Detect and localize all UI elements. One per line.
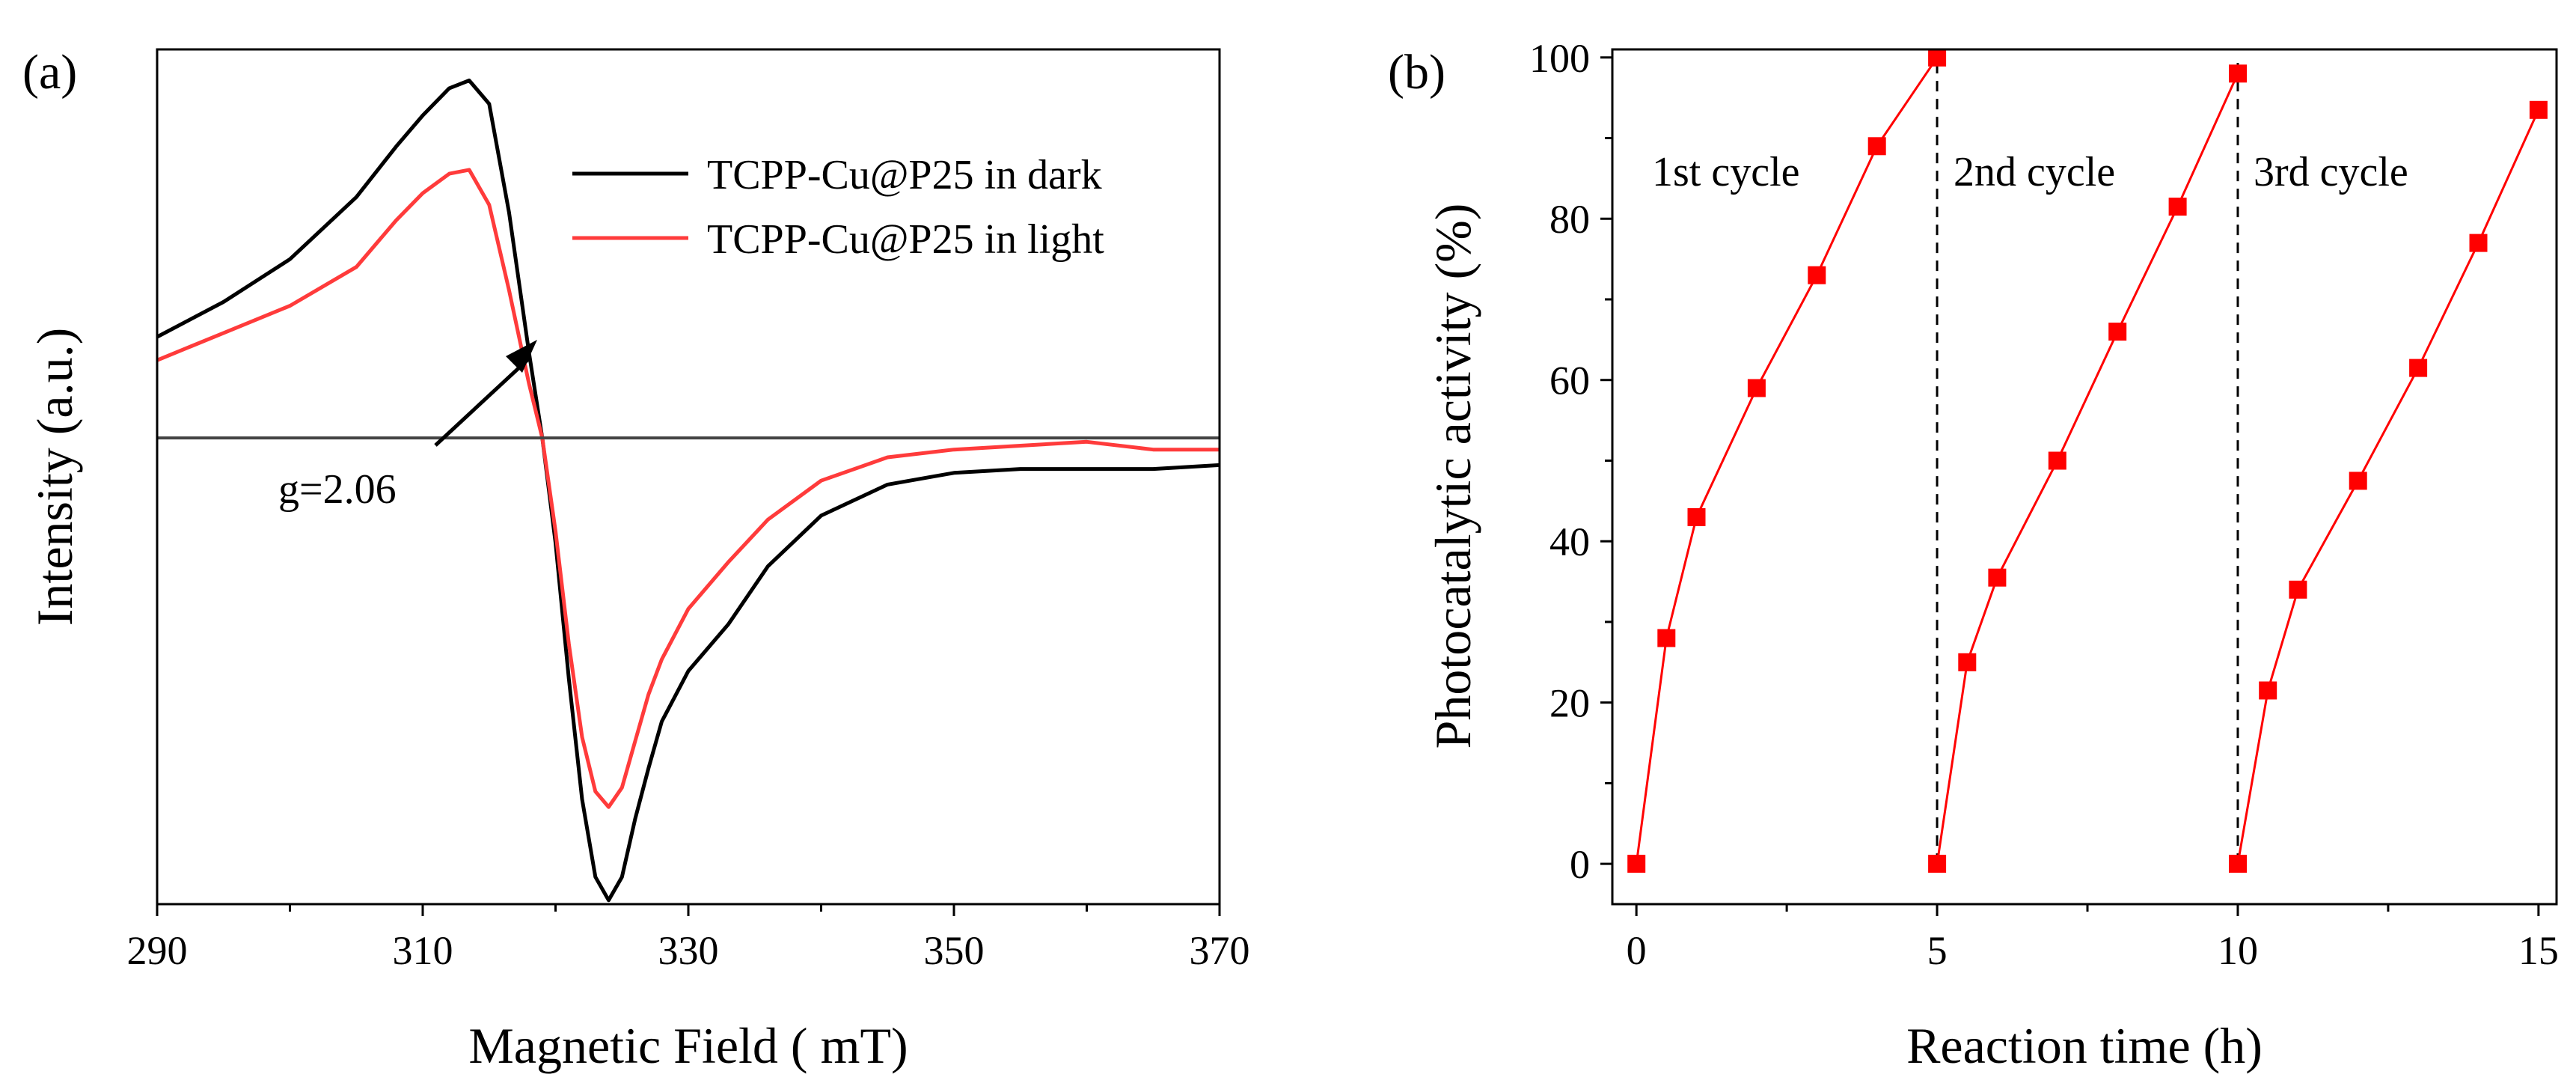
cycle-2-data-point [2168, 198, 2187, 216]
panel-b-axis-ticks: 0 5 10 15 0 20 40 60 80 100 [1529, 36, 2559, 973]
legend-label-light: TCPP-Cu@P25 in light [707, 216, 1104, 263]
cycle-3-data-point [2529, 100, 2548, 119]
cycle-label-3: 3rd cycle [2254, 149, 2408, 195]
y-tick-label: 80 [1549, 197, 1590, 242]
cycle-2-data-point [2108, 323, 2127, 341]
panel-b-y-axis-title: Photocatalytic activity (%) [1425, 204, 1481, 749]
panel-b-data-lines [1627, 48, 2548, 873]
series-line-light [156, 168, 1220, 809]
cycle-1-data-point [1627, 855, 1646, 873]
cycle-1-data-point [1928, 48, 1947, 67]
x-tick-label: 10 [2218, 928, 2258, 973]
y-tick-label: 60 [1549, 359, 1590, 403]
cycle-2-data-point [2229, 64, 2247, 83]
y-tick-label: 20 [1549, 681, 1590, 726]
panel-a-data-lines [156, 79, 1220, 903]
cycle-3-data-point [2349, 472, 2367, 490]
panel-a-y-axis-title: Intensity (a.u.) [26, 328, 83, 626]
cycle-1-data-point [1687, 507, 1706, 526]
cycle-3-data-point [2409, 359, 2428, 377]
y-tick-label: 0 [1570, 842, 1590, 887]
y-tick-label: 40 [1549, 519, 1590, 564]
cycle-2-data-point [2048, 451, 2066, 470]
panel-b-label: (b) [1388, 45, 1445, 100]
panel-a-legend: TCPP-Cu@P25 in dark TCPP-Cu@P25 in light [572, 152, 1104, 263]
x-tick-label: 350 [924, 928, 985, 973]
x-tick-label: 330 [658, 928, 719, 973]
cycle-3-data-point [2259, 681, 2277, 700]
annotation-arrow-head [506, 340, 537, 373]
panel-b-x-axis-title: Reaction time (h) [1906, 1017, 2263, 1074]
panel-a-epr-chart: (a) 290 310 330 350 370 Magnetic Field ( mT)… [22, 45, 1250, 1074]
cycle-label-1: 1st cycle [1652, 149, 1799, 195]
series-line-dark [156, 79, 1220, 903]
x-tick-label: 370 [1190, 928, 1250, 973]
y-tick-label: 100 [1529, 36, 1590, 81]
panel-b-activity-chart: (b) 0 5 10 15 0 20 40 60 80 100 1st cycle 2nd cyc… [1388, 36, 2559, 1074]
cycle-3-data-point [2289, 580, 2307, 599]
panel-b-plot-frame [1611, 48, 2558, 906]
panel-a-label: (a) [22, 45, 77, 100]
annotation-text: g=2.06 [278, 466, 397, 513]
cycle-3-data-point [2469, 234, 2488, 252]
annotation-arrow-line [434, 358, 530, 447]
panel-b-cycle-dividers [1936, 57, 2239, 864]
g-value-annotation: g=2.06 [278, 340, 537, 513]
legend-label-dark: TCPP-Cu@P25 in dark [707, 152, 1102, 198]
x-tick-label: 290 [127, 928, 188, 973]
panel-a-x-axis-title: Magnetic Field ( mT) [468, 1017, 908, 1074]
panel-a-x-ticks: 290 310 330 350 370 [127, 904, 1250, 973]
x-tick-label: 310 [393, 928, 453, 973]
x-tick-label: 5 [1927, 928, 1948, 973]
x-tick-label: 0 [1627, 928, 1647, 973]
x-tick-label: 15 [2518, 928, 2559, 973]
cycle-1-data-point [1808, 266, 1826, 284]
cycle-2-data-point [1928, 855, 1947, 873]
cycle-2-data-point [1988, 568, 2007, 587]
cycle-3-data-point [2229, 855, 2247, 873]
cycle-3-line [2236, 109, 2540, 864]
cycle-2-data-point [1958, 653, 1977, 671]
cycle-label-2: 2nd cycle [1954, 149, 2115, 195]
cycle-1-data-point [1867, 137, 1886, 156]
cycle-1-data-point [1747, 379, 1766, 397]
cycle-1-data-point [1657, 629, 1676, 647]
